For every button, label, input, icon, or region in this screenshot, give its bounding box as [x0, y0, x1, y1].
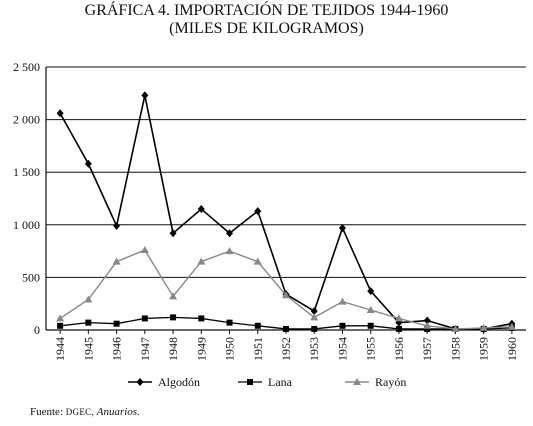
x-tick-label: 1947: [138, 337, 152, 361]
x-tick-label: 1944: [53, 337, 67, 361]
data-point: [113, 320, 120, 327]
data-point: [56, 109, 64, 118]
x-tick-label: 1950: [223, 337, 237, 361]
x-tick-label: 1952: [279, 337, 293, 361]
data-point: [394, 314, 403, 322]
data-point: [141, 315, 148, 322]
chart-title: GRÁFICA 4. IMPORTACIÓN DE TEJIDOS 1944-1…: [84, 2, 449, 19]
data-point: [84, 295, 93, 303]
data-point: [424, 325, 431, 332]
data-point: [197, 205, 205, 214]
data-point: [85, 319, 92, 326]
legend-label: Lana: [268, 375, 293, 389]
x-tick-label: 1954: [335, 337, 349, 361]
data-point: [112, 257, 121, 265]
data-point: [170, 314, 177, 321]
data-point: [198, 315, 205, 322]
y-tick-label: 1 000: [13, 218, 40, 232]
x-tick-label: 1948: [166, 337, 180, 361]
data-point: [57, 322, 64, 329]
data-point: [395, 325, 402, 332]
data-point: [310, 307, 318, 316]
data-point: [283, 325, 289, 332]
data-point: [423, 321, 432, 329]
data-point: [311, 325, 318, 332]
y-tick-label: 2 000: [13, 113, 40, 127]
data-point: [226, 319, 233, 326]
x-tick-label: 1955: [364, 337, 378, 361]
data-point: [226, 229, 234, 238]
legend-label: Rayón: [375, 375, 406, 389]
data-point: [479, 323, 488, 331]
legend-label: Algodón: [158, 375, 200, 389]
source-prefix: Fuente:: [30, 406, 63, 418]
legend-marker: [136, 378, 144, 386]
data-point: [366, 306, 375, 314]
x-tick-label: 1956: [392, 337, 406, 361]
data-point: [141, 91, 149, 100]
legend-marker: [353, 378, 361, 385]
x-tick-label: 1958: [448, 337, 462, 361]
y-tick-label: 500: [22, 270, 40, 284]
y-tick-label: 1 500: [13, 165, 40, 179]
data-point: [367, 287, 375, 296]
x-tick-label: 1957: [420, 337, 434, 361]
data-point: [140, 246, 149, 254]
source-work: Anuarios.: [96, 406, 140, 418]
data-point: [254, 322, 261, 329]
data-point: [282, 291, 290, 299]
x-tick-label: 1953: [307, 337, 321, 361]
data-point: [423, 316, 431, 325]
data-point: [84, 159, 92, 168]
x-tick-label: 1949: [194, 337, 208, 361]
data-point: [367, 322, 374, 329]
y-tick-label: 0: [34, 323, 40, 337]
x-tick-label: 1951: [251, 337, 265, 361]
source-org: DGEC,: [65, 407, 94, 417]
data-point: [169, 229, 177, 238]
x-tick-label: 1946: [110, 337, 124, 361]
data-point: [310, 313, 319, 321]
data-point: [169, 292, 178, 300]
data-point: [338, 297, 347, 305]
x-tick-label: 1945: [81, 337, 95, 361]
chart-subtitle: (MILES DE KILOGRAMOS): [169, 20, 364, 37]
series-line-Rayón: [59, 249, 512, 330]
y-tick-label: 2 500: [13, 60, 40, 74]
data-point: [113, 221, 121, 230]
data-point: [338, 223, 346, 232]
data-point: [254, 207, 262, 216]
source-note: Fuente: DGEC, Anuarios.: [30, 406, 140, 418]
x-tick-label: 1960: [505, 337, 519, 361]
legend-marker: [247, 379, 253, 385]
data-point: [253, 257, 262, 265]
data-point: [339, 322, 346, 329]
data-point: [451, 324, 460, 332]
data-point: [197, 257, 206, 265]
data-point: [507, 322, 516, 330]
x-tick-label: 1959: [477, 337, 491, 361]
data-point: [56, 314, 65, 322]
data-point: [225, 247, 234, 255]
